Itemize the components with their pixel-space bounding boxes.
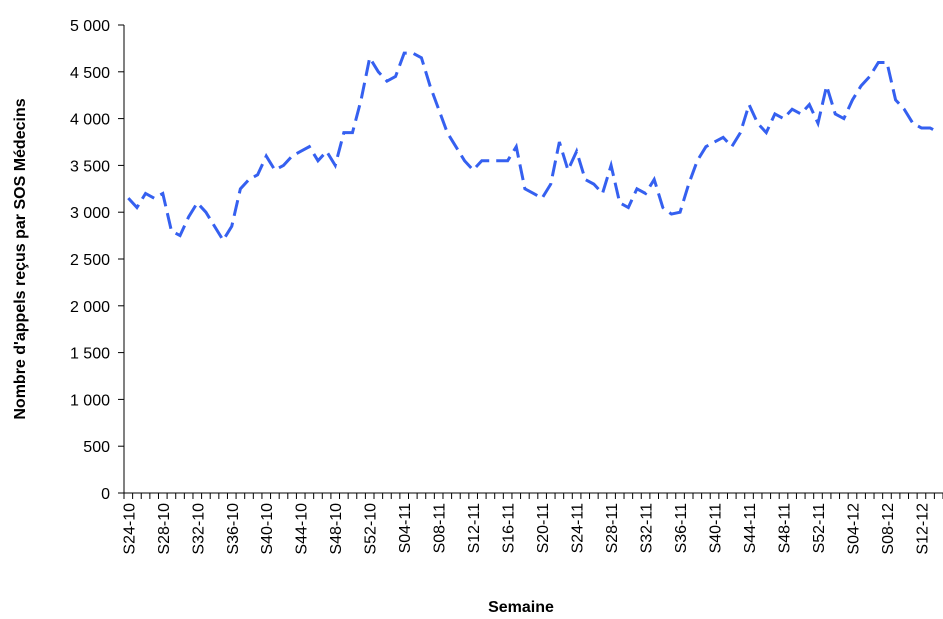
x-tick-label: S40-10 [259, 503, 276, 555]
y-tick-label: 0 [101, 486, 110, 503]
y-tick-label: 500 [83, 439, 110, 456]
x-tick-label: S16-11 [501, 503, 518, 554]
x-tick-label: S28-10 [156, 503, 173, 555]
x-tick-label: S32-11 [639, 503, 656, 554]
data-line [127, 51, 940, 244]
x-tick-label: S44-11 [742, 503, 759, 554]
x-tick-label: S24-11 [570, 503, 587, 554]
x-tick-label: S36-10 [225, 503, 242, 555]
x-tick-label: S04-11 [397, 503, 414, 554]
x-tick-label: S32-10 [190, 503, 207, 555]
y-tick-label: 1 000 [70, 392, 110, 409]
y-tick-label: 1 500 [70, 346, 110, 363]
x-tick-label: S24-10 [121, 503, 138, 555]
y-tick-label: 3 000 [70, 205, 110, 222]
y-tick-label: 2 000 [70, 299, 110, 316]
y-tick-label: 5 000 [70, 18, 110, 35]
x-tick-label: S52-10 [363, 503, 380, 555]
x-tick-label: S12-11 [466, 503, 483, 554]
y-tick-label: 2 500 [70, 252, 110, 269]
x-tick-label: S08-12 [880, 503, 897, 555]
x-axis-title: Semaine [488, 599, 554, 616]
x-tick-label: S08-11 [432, 503, 449, 554]
x-tick-label: S48-10 [328, 503, 345, 555]
y-axis-title: Nombre d'appels reçus par SOS Médecins [12, 98, 29, 419]
x-tick-label: S20-11 [535, 503, 552, 554]
x-tick-label: S48-11 [777, 503, 794, 554]
y-tick-label: 3 500 [70, 158, 110, 175]
y-tick-label: 4 500 [70, 65, 110, 82]
x-tick-label: S44-10 [294, 503, 311, 555]
x-tick-label: S36-11 [673, 503, 690, 554]
x-tick-label: S04-12 [845, 503, 862, 555]
x-tick-label: S40-11 [708, 503, 725, 554]
x-tick-label: S52-11 [811, 503, 828, 554]
x-tick-label: S28-11 [604, 503, 621, 554]
y-tick-label: 4 000 [70, 112, 110, 129]
x-tick-label: S12-12 [914, 503, 931, 555]
